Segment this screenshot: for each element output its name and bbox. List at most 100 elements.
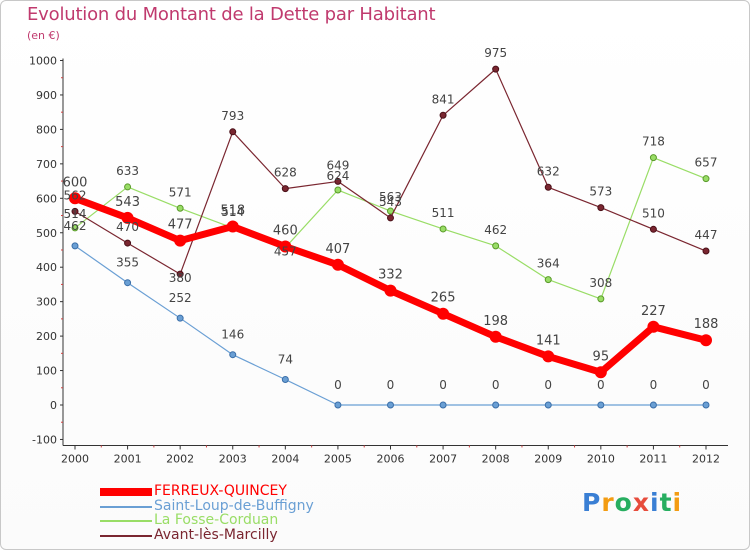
- x-tick-label: 2004: [271, 452, 299, 465]
- data-label: 407: [326, 242, 351, 257]
- data-label: 74: [278, 353, 293, 367]
- data-point: [71, 242, 79, 250]
- x-tick-label: 2001: [114, 452, 142, 465]
- data-label: 447: [695, 228, 718, 242]
- data-label: 975: [484, 46, 507, 60]
- data-point: [334, 186, 342, 194]
- data-point: [384, 284, 397, 297]
- data-point: [649, 401, 657, 409]
- y-tick-label: 800: [36, 123, 57, 136]
- y-tick-label: -100: [32, 433, 57, 446]
- data-point: [700, 334, 712, 347]
- y-tick-label: 700: [36, 158, 57, 171]
- data-label: 573: [589, 185, 612, 199]
- data-point: [334, 177, 342, 185]
- data-point: [174, 234, 187, 247]
- data-label: 563: [379, 190, 402, 204]
- y-tick-label: 1000: [29, 55, 57, 68]
- data-label: 543: [379, 195, 402, 209]
- data-point: [597, 401, 605, 409]
- data-point: [702, 401, 710, 409]
- data-point: [121, 211, 134, 224]
- data-label: 227: [641, 304, 666, 319]
- legend-label: FERREUX-QUINCEY: [154, 483, 287, 499]
- legend-swatch: [100, 505, 152, 508]
- proxiti-logo: Proxiti: [582, 488, 683, 517]
- data-label: 265: [431, 291, 456, 306]
- data-label: 141: [536, 333, 561, 348]
- data-label: 457: [274, 245, 297, 259]
- legend-swatch: [100, 488, 152, 496]
- x-tick-label: 2005: [324, 452, 352, 465]
- data-label: 332: [378, 268, 403, 283]
- data-point: [702, 175, 710, 183]
- data-point: [124, 183, 132, 191]
- data-point: [597, 295, 605, 303]
- y-tick-label: 200: [36, 330, 57, 343]
- data-point: [229, 128, 237, 136]
- x-tick-label: 2010: [587, 452, 615, 465]
- data-point: [176, 204, 184, 212]
- data-label: 518: [220, 204, 245, 219]
- data-point: [437, 307, 450, 320]
- data-label: 624: [326, 169, 349, 183]
- data-point: [331, 258, 344, 271]
- data-point: [439, 225, 447, 233]
- legend-swatch: [100, 520, 152, 522]
- y-tick-label: 600: [36, 192, 57, 205]
- data-label: 0: [702, 378, 710, 392]
- data-label: 252: [169, 291, 192, 305]
- data-label: 460: [273, 224, 298, 239]
- data-point: [544, 183, 552, 191]
- data-label: 600: [63, 175, 88, 190]
- data-point: [176, 314, 184, 322]
- data-label: 514: [64, 207, 87, 221]
- data-point: [702, 247, 710, 255]
- data-label: 543: [115, 195, 140, 210]
- data-label: 95: [593, 349, 610, 364]
- data-label: 477: [168, 218, 193, 233]
- series-line-3: [74, 68, 707, 275]
- data-label: 514: [221, 205, 244, 219]
- data-point: [279, 240, 292, 253]
- data-label: 562: [64, 188, 87, 202]
- data-label: 364: [537, 257, 560, 271]
- data-point: [489, 330, 502, 343]
- data-point: [649, 154, 657, 162]
- data-point: [69, 192, 81, 205]
- y-tick-label: 0: [50, 399, 57, 412]
- data-label: 380: [169, 271, 192, 285]
- chart-subtitle: (en €): [27, 29, 60, 42]
- data-point: [124, 279, 132, 287]
- data-label: 657: [695, 156, 718, 170]
- data-point: [71, 224, 79, 232]
- data-label: 146: [221, 328, 244, 342]
- data-label: 462: [64, 219, 87, 233]
- y-tick-label: 900: [36, 89, 57, 102]
- data-label: 718: [642, 135, 665, 149]
- x-tick-label: 2002: [166, 452, 194, 465]
- data-label: 308: [589, 276, 612, 290]
- data-point: [176, 270, 184, 278]
- y-tick-label: 100: [36, 365, 57, 378]
- legend-label: Avant-lès-Marcilly: [154, 526, 278, 543]
- x-tick-label: 2000: [61, 452, 89, 465]
- data-label: 649: [326, 158, 349, 172]
- data-label: 0: [387, 378, 395, 392]
- data-point: [594, 366, 607, 379]
- data-label: 0: [334, 378, 342, 392]
- data-point: [649, 225, 657, 233]
- x-tick-label: 2009: [534, 452, 562, 465]
- data-label: 0: [492, 378, 500, 392]
- data-label: 0: [439, 378, 447, 392]
- data-label: 793: [221, 109, 244, 123]
- data-label: 0: [544, 378, 552, 392]
- data-label: 188: [694, 317, 719, 332]
- chart-title: Evolution du Montant de la Dette par Hab…: [27, 4, 436, 25]
- data-point: [387, 214, 394, 222]
- x-tick-label: 2007: [429, 452, 457, 465]
- x-tick-label: 2003: [219, 452, 247, 465]
- data-label: 470: [116, 220, 139, 234]
- data-point: [597, 204, 605, 212]
